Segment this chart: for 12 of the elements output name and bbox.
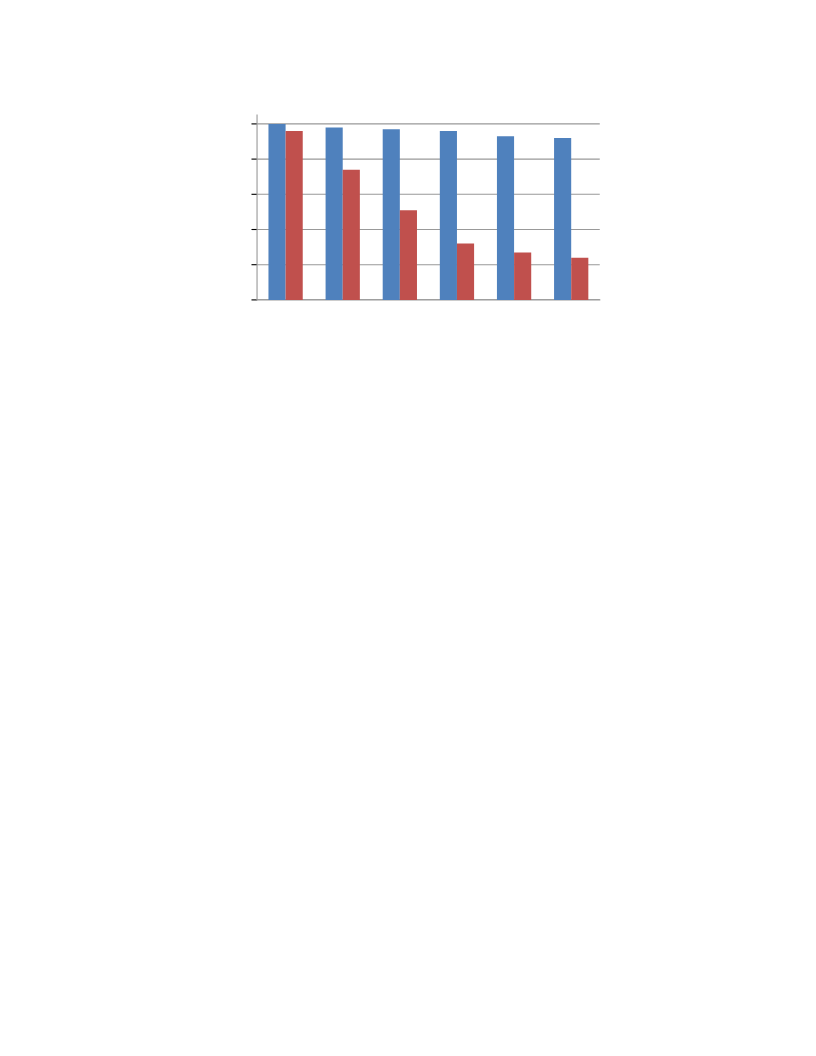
bar [456,243,475,300]
bar [514,252,532,300]
bar [268,123,286,300]
bar [554,137,572,300]
bar [325,127,343,300]
bar [439,130,457,300]
bar [571,257,589,300]
bar [382,129,400,300]
bar [285,130,303,300]
bar [496,136,515,300]
bar [342,169,360,300]
bar [399,210,417,300]
